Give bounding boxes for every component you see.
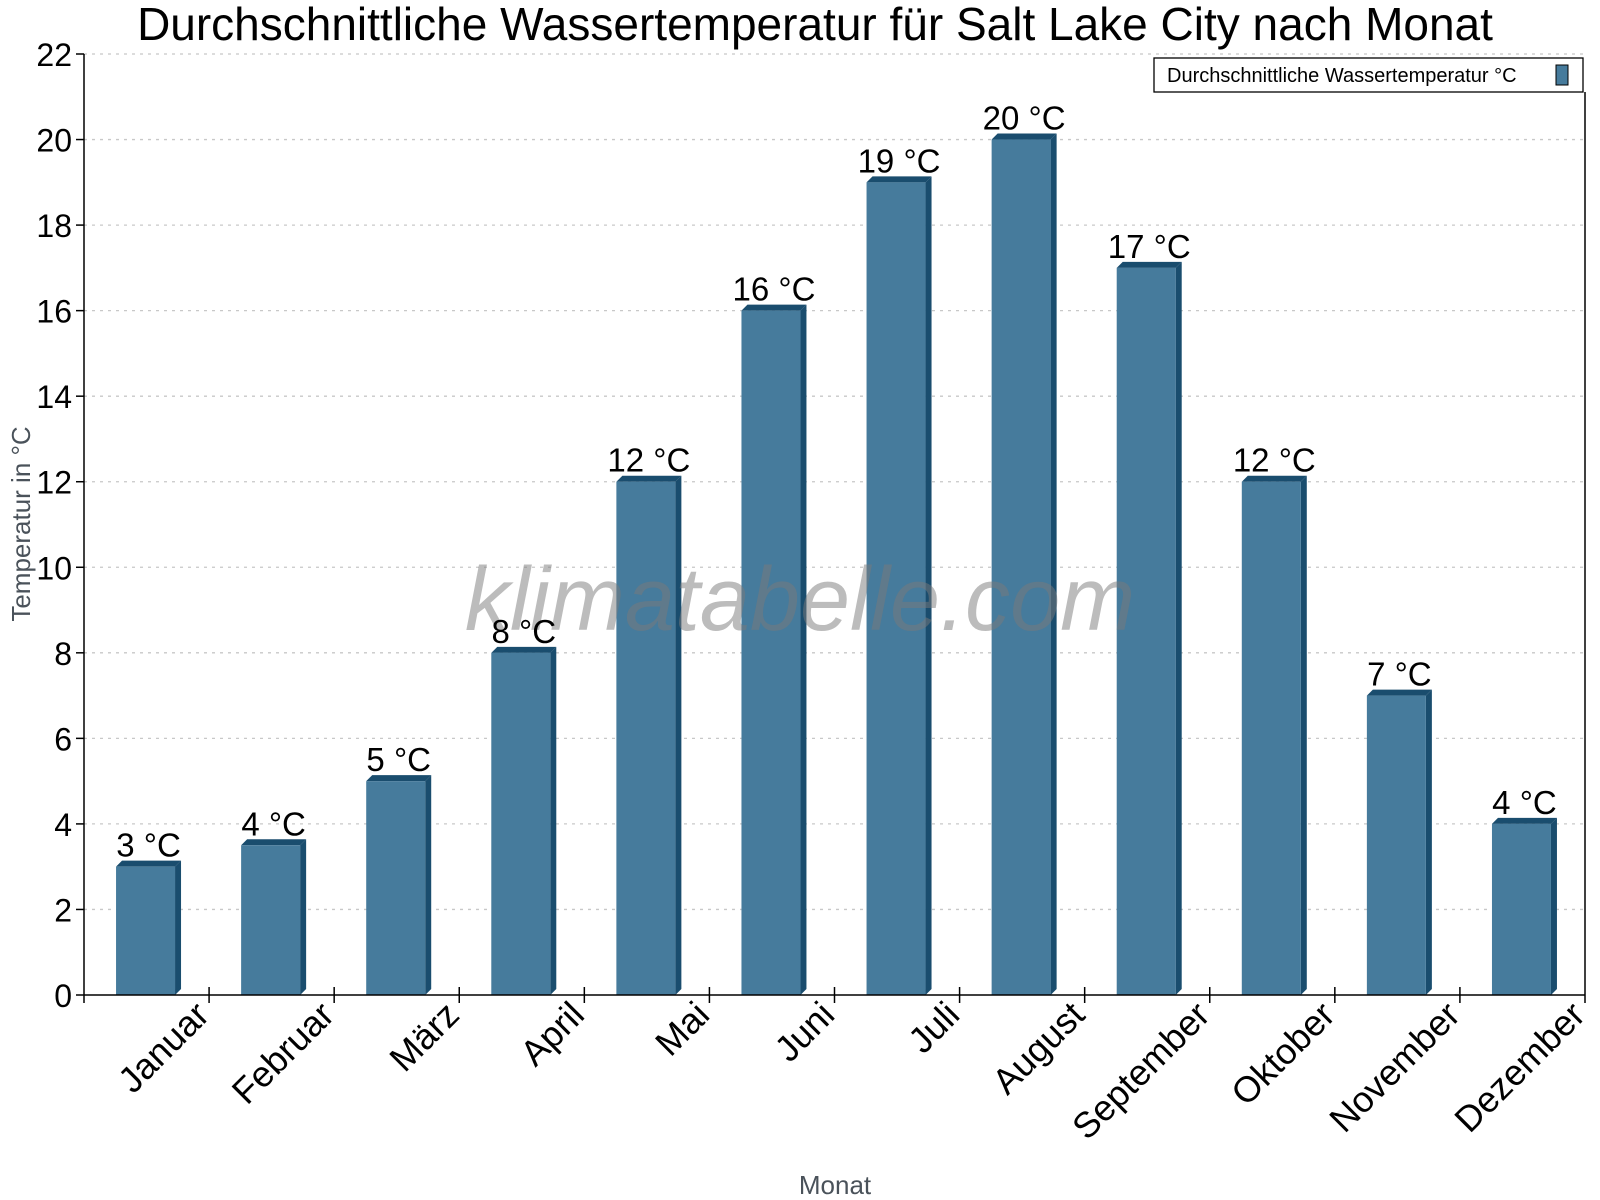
y-tick-label: 2 (54, 892, 72, 928)
x-category-label: Juli (900, 994, 967, 1061)
y-tick-label: 0 (54, 978, 72, 1014)
x-category-label: Februar (224, 994, 342, 1112)
data-label: 4 °C (1492, 784, 1557, 821)
bar-april (491, 646, 557, 995)
x-category-label: August (984, 994, 1092, 1102)
legend-swatch (1555, 64, 1569, 86)
bar-märz (366, 775, 432, 995)
bar-september (1116, 261, 1182, 995)
x-axis-title: Monat (799, 1170, 872, 1200)
data-label: 16 °C (733, 271, 816, 308)
data-label: 19 °C (858, 142, 941, 179)
y-tick-label: 16 (36, 294, 72, 330)
bar-februar (241, 839, 307, 995)
bar-juni (741, 304, 807, 995)
x-axis-categories: Januar Februar März April Mai Juni Juli AugustS… (110, 994, 1593, 1148)
bar-august (991, 133, 1057, 995)
data-label: 12 °C (1233, 442, 1316, 479)
chart-title: Durchschnittliche Wassertemperatur für S… (137, 0, 1493, 50)
axes: 0 2 4 6 8 10 12 14 16 18 20 22 (36, 37, 1586, 1014)
data-labels: 3 °C 4 °C 5 °C 8 °C 12 °C 16 °C 19 °C 20 °C 17 °… (116, 100, 1556, 864)
y-tick-label: 12 (36, 465, 72, 501)
x-category-label: März (381, 994, 467, 1080)
y-tick-label: 20 (36, 123, 72, 159)
gridlines (84, 53, 1585, 911)
data-label: 12 °C (607, 442, 690, 479)
data-label: 8 °C (492, 613, 557, 650)
data-label: 7 °C (1367, 656, 1432, 693)
bar-mai (616, 475, 682, 995)
x-category-label: September (1064, 994, 1218, 1148)
x-category-label: November (1321, 994, 1467, 1140)
y-tick-label: 14 (36, 379, 72, 415)
y-tick-label: 22 (36, 37, 72, 73)
y-tick-label: 8 (54, 636, 72, 672)
y-tick-label: 10 (36, 550, 72, 586)
data-label: 17 °C (1108, 228, 1191, 265)
x-category-label: Mai (647, 994, 717, 1064)
y-tick-label: 6 (54, 721, 72, 757)
bars (116, 133, 1557, 995)
y-tick-label: 4 (54, 807, 72, 843)
legend-box (1153, 57, 1584, 93)
x-category-label: Januar (110, 994, 217, 1101)
legend: Durchschnittliche Wassertemperatur °C (1153, 57, 1584, 93)
x-category-label: Dezember (1446, 994, 1592, 1140)
bar-november (1366, 689, 1432, 995)
data-label: 20 °C (983, 100, 1066, 137)
y-tick-label: 18 (36, 208, 72, 244)
watermark: klimatabelle.com (465, 550, 1135, 650)
y-axis-title: Temperatur in °C (6, 426, 36, 621)
bar-dezember (1491, 817, 1557, 995)
data-label: 5 °C (366, 741, 431, 778)
bar-januar (116, 860, 182, 995)
x-category-label: April (512, 994, 592, 1074)
x-category-label: Oktober (1223, 994, 1343, 1114)
bar-oktober (1241, 475, 1307, 995)
data-label: 4 °C (241, 805, 306, 842)
data-label: 3 °C (116, 827, 181, 864)
legend-label: Durchschnittliche Wassertemperatur °C (1167, 65, 1517, 87)
x-category-label: Juni (766, 994, 842, 1070)
bar-juli (866, 176, 932, 995)
